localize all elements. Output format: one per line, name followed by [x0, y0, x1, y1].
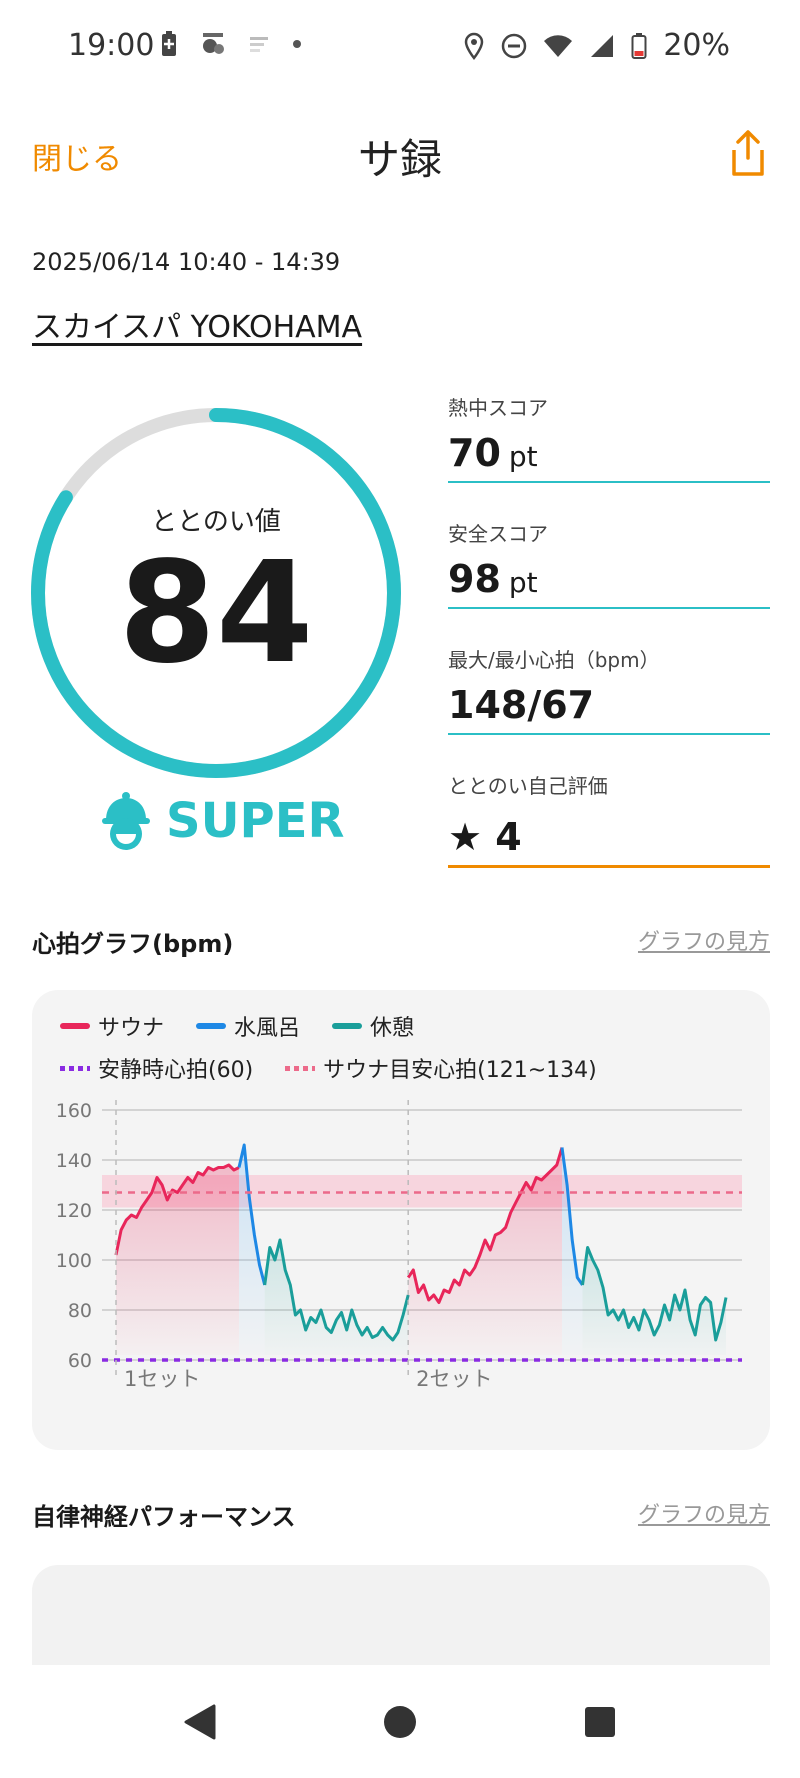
legend-target: サウナ目安心拍(121~134) — [285, 1052, 597, 1084]
y-tick-label: 100 — [56, 1250, 92, 1272]
do-not-disturb-icon — [502, 33, 527, 58]
stat-underline — [448, 607, 770, 609]
stat-unit: pt — [508, 566, 538, 599]
stat-label: ととのい自己評価 — [448, 774, 608, 798]
stat-self-rating[interactable]: ととのい自己評価 ★ 4 — [448, 770, 770, 868]
series-area-sauna — [408, 1147, 562, 1355]
series-line-sauna — [114, 1163, 240, 1256]
hr-plot: 60 80 100 120 140 160 1セット 2セット — [56, 1100, 742, 1391]
hr-chart-card: サウナ 水風呂 休憩 安静時心拍(60) サウナ目安心拍(121~134) 60… — [32, 990, 770, 1450]
ans-chart-card — [32, 1565, 770, 1665]
stat-value: 70 — [448, 431, 501, 475]
session-date: 2025/06/14 10:40 - 14:39 — [32, 248, 341, 276]
ans-section-title: 自律神経パフォーマンス — [32, 1503, 296, 1531]
series-line-sauna — [406, 1147, 564, 1304]
app-notification-icon — [203, 33, 224, 54]
stat-unit: pt — [508, 440, 538, 473]
series-line-water — [237, 1143, 267, 1286]
legend-label: 休憩 — [370, 1016, 415, 1041]
stat-underline — [448, 481, 770, 483]
page-title: サ録 — [357, 135, 442, 184]
status-time: 19:00 — [68, 28, 155, 63]
share-icon[interactable] — [726, 128, 770, 178]
rank-label: SUPER — [166, 793, 345, 849]
legend-swatch — [60, 1023, 90, 1029]
set-label: 1セット — [124, 1367, 200, 1391]
series-line-water — [560, 1147, 584, 1286]
y-tick-label: 160 — [56, 1100, 92, 1122]
stat-value: ★ 4 — [448, 815, 522, 859]
stat-heart-rate: 最大/最小心拍（bpm） 148/67 — [448, 644, 770, 735]
legend-label: サウナ — [98, 1016, 165, 1041]
totonoi-ring: ととのい値 84 — [28, 405, 404, 781]
legend-label: 水風呂 — [234, 1016, 301, 1041]
series-area-sauna — [116, 1165, 239, 1355]
location-icon — [465, 32, 484, 60]
legend-resting: 安静時心拍(60) — [60, 1052, 253, 1084]
ans-help-link[interactable]: グラフの見方 — [637, 1503, 770, 1528]
hr-help-link[interactable]: グラフの見方 — [637, 930, 770, 955]
legend-label: サウナ目安心拍(121~134) — [323, 1058, 597, 1083]
back-icon[interactable] — [182, 1702, 218, 1742]
stat-label: 熱中スコア — [448, 396, 548, 420]
legend-swatch — [60, 1065, 90, 1071]
totonoi-label: ととのい値 — [151, 507, 281, 537]
series-area-water — [239, 1145, 265, 1355]
stat-label: 最大/最小心拍（bpm） — [448, 648, 660, 672]
stat-safety-score: 安全スコア 98 pt — [448, 518, 770, 609]
legend-sauna: サウナ — [60, 1010, 164, 1042]
legend-swatch — [332, 1023, 363, 1029]
chart-legend-2: 安静時心拍(60) サウナ目安心拍(121~134) — [60, 1052, 597, 1084]
stat-heat-score: 熱中スコア 70 pt — [448, 392, 770, 483]
chart-legend: サウナ 水風呂 休憩 — [60, 1010, 414, 1042]
hr-section-title: 心拍グラフ(bpm) — [32, 930, 234, 958]
stat-underline — [448, 865, 770, 868]
status-bar: 19:00 20% — [0, 0, 800, 92]
battery-percent: 20% — [663, 28, 730, 63]
stat-label: 安全スコア — [448, 522, 548, 546]
stat-value: 98 — [448, 557, 501, 601]
wifi-icon — [544, 34, 573, 57]
y-tick-label: 120 — [56, 1200, 92, 1222]
legend-water: 水風呂 — [196, 1010, 300, 1042]
series-line-rest — [581, 1246, 728, 1342]
sauna-hat-mascot-icon — [102, 792, 150, 850]
series-area-rest — [264, 1240, 409, 1355]
y-tick-label: 60 — [68, 1350, 92, 1372]
legend-label: 安静時心拍(60) — [98, 1058, 254, 1083]
series-line-rest — [263, 1238, 410, 1342]
totonoi-progress-ring — [31, 408, 401, 778]
signal-icon — [591, 34, 614, 57]
home-icon[interactable] — [382, 1704, 418, 1740]
totonoi-value: 84 — [118, 532, 314, 695]
recents-icon[interactable] — [584, 1706, 616, 1738]
rank-badge: SUPER — [100, 790, 344, 852]
battery-low-icon — [631, 32, 647, 59]
y-tick-label: 140 — [56, 1150, 92, 1172]
legend-swatch — [196, 1023, 227, 1029]
y-tick-label: 80 — [68, 1300, 92, 1322]
facility-link[interactable]: スカイスパ YOKOHAMA — [32, 310, 363, 345]
stat-value: 148/67 — [448, 683, 595, 727]
app-notification-icon-2 — [250, 37, 268, 52]
stat-underline — [448, 733, 770, 735]
header: 閉じる サ録 — [0, 110, 800, 200]
legend-rest: 休憩 — [332, 1010, 414, 1042]
series-area-rest — [582, 1247, 726, 1355]
legend-swatch — [285, 1065, 316, 1071]
battery-saver-icon — [162, 31, 176, 56]
set-label: 2セット — [416, 1367, 492, 1391]
more-notifications-dot-icon — [293, 40, 301, 48]
close-button[interactable]: 閉じる — [32, 142, 122, 177]
system-nav-bar — [0, 1668, 800, 1778]
totonoi-progress-arc — [31, 408, 401, 778]
